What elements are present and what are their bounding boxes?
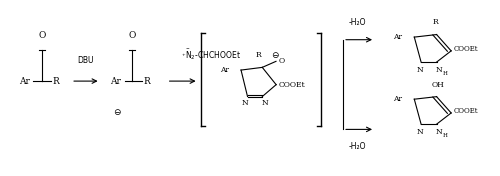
Text: N$_2$-CHCHOOEt: N$_2$-CHCHOOEt — [186, 50, 242, 62]
Text: $^-$: $^-$ — [185, 47, 191, 52]
Text: R: R — [432, 18, 438, 26]
Text: Ar: Ar — [110, 77, 121, 86]
Text: COOEt: COOEt — [454, 45, 478, 53]
Text: Ar: Ar — [393, 95, 402, 103]
Text: R: R — [256, 51, 261, 59]
Text: ⊖: ⊖ — [271, 51, 278, 60]
Text: COOEt: COOEt — [278, 81, 305, 89]
Text: H: H — [443, 133, 448, 138]
Text: OH: OH — [431, 81, 444, 89]
Text: N: N — [262, 99, 268, 108]
Text: O: O — [279, 57, 285, 65]
Text: R: R — [52, 77, 60, 86]
Text: Ar: Ar — [220, 66, 229, 74]
Text: R: R — [144, 77, 150, 86]
Text: H: H — [443, 71, 448, 76]
Text: N: N — [436, 128, 442, 136]
Text: O: O — [128, 31, 136, 40]
Text: DBU: DBU — [78, 56, 94, 65]
Text: Ar: Ar — [393, 33, 402, 41]
Text: O: O — [38, 31, 46, 40]
Text: COOEt: COOEt — [454, 107, 478, 115]
Text: -H₂O: -H₂O — [349, 18, 366, 27]
Text: ⊖: ⊖ — [113, 108, 120, 117]
Text: $^+$: $^+$ — [182, 54, 188, 59]
Text: N: N — [417, 128, 424, 136]
Text: Ar: Ar — [18, 77, 30, 86]
Text: N: N — [417, 66, 424, 74]
Text: -H₂O: -H₂O — [349, 142, 366, 151]
Text: N: N — [242, 99, 248, 108]
Text: N: N — [436, 66, 442, 74]
